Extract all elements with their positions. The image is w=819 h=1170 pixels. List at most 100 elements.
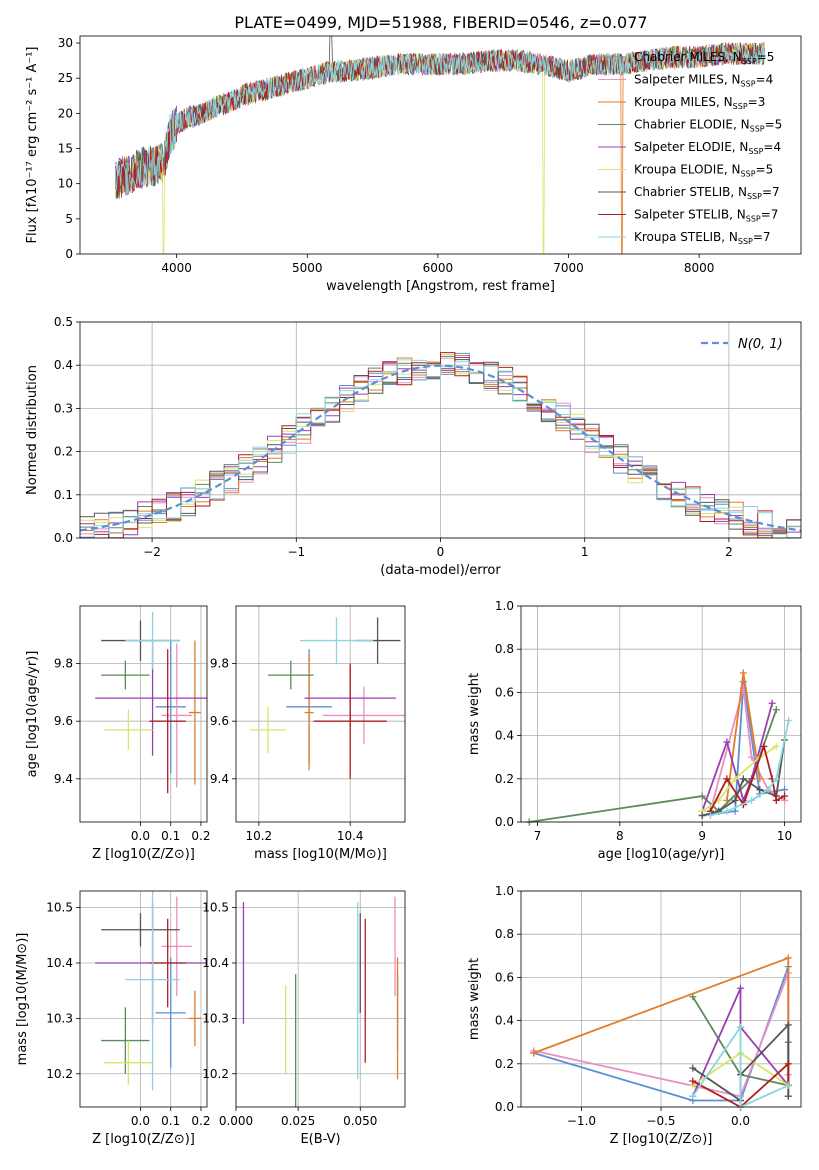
weight-series-salpeter-elodie: [691, 987, 789, 1097]
x-tick-label: 1: [581, 545, 589, 559]
y-tick-label: 0.2: [495, 1057, 514, 1071]
y-tick-label: 10.2: [46, 1067, 73, 1081]
legend-entry: Salpeter STELIB, NSSP=7: [634, 208, 778, 224]
spectrum-series-salpeter-stelib: [114, 42, 765, 199]
y-tick-label: 10.4: [202, 956, 229, 970]
y-tick-label: 10.4: [46, 956, 73, 970]
z-vs-mass-y-axis-label: mass [log10(M/M⊙)]: [15, 933, 30, 1066]
legend-entry: Kroupa ELODIE, NSSP=5: [634, 163, 773, 179]
x-tick-label: 4000: [161, 261, 192, 275]
x-tick-label: −2: [143, 545, 161, 559]
y-tick-label: 0.6: [495, 970, 514, 984]
spectrum-y-axis-label: Flux [fλ10⁻¹⁷ erg cm⁻² s⁻¹ A⁻¹]: [25, 47, 40, 244]
age-vs-weight-frame: [520, 605, 802, 823]
y-tick-label: 0.2: [54, 445, 73, 459]
x-tick-label: 8: [616, 829, 624, 843]
x-tick-label: 10.2: [245, 829, 272, 843]
x-tick-label: −0.5: [646, 1114, 675, 1128]
age-vs-weight-axes: 7 8 9 10 0.0 0.2 0.4 0.6 0.8 1.0 age [log10(age/yr…: [467, 599, 802, 862]
y-tick-label: 1.0: [495, 884, 514, 898]
y-tick-label: 10: [58, 177, 73, 191]
z-vs-weight-axes: −1.0 −0.5 0.0 0.0 0.2 0.4 0.6 0.8 1.0 Z [log10(Z/…: [467, 884, 802, 1147]
y-tick-label: 0.5: [54, 315, 73, 329]
residuals-frame: [79, 321, 802, 539]
x-tick-label: 0.050: [343, 1114, 377, 1128]
ebv-vs-mass-frame: [235, 890, 406, 1108]
y-tick-label: 0.0: [495, 815, 514, 829]
x-tick-label: 7000: [553, 261, 584, 275]
x-tick-label: 9: [698, 829, 706, 843]
spectrum-frame: [79, 35, 802, 255]
y-tick-label: 9.8: [210, 657, 229, 671]
y-tick-label: 10.5: [46, 901, 73, 915]
legend-entry: Salpeter ELODIE, NSSP=4: [634, 140, 781, 156]
z-vs-age-frame: [79, 605, 208, 823]
y-tick-label: 0.8: [495, 927, 514, 941]
y-tick-label: 10.5: [202, 901, 229, 915]
y-tick-label: 1.0: [495, 599, 514, 613]
z-vs-age-axes: 0.0 0.1 0.2 9.4 9.6 9.8 Z [log10(Z/Z⊙)] age [lo…: [25, 605, 210, 862]
spectrum-x-axis-label: wavelength [Angstrom, rest frame]: [326, 279, 555, 294]
z-vs-age-y-axis-label: age [log10(age/yr)]: [25, 651, 40, 778]
residuals-axes: −2 −1 0 1 2 0.0 0.1 0.2 0.3 0.4 0.5 (data-model)/er…: [25, 315, 802, 578]
z-vs-mass-frame: [79, 890, 208, 1108]
legend-entry: Chabrier STELIB, NSSP=7: [634, 185, 780, 201]
y-tick-label: 0.3: [54, 401, 73, 415]
y-tick-label: 30: [58, 36, 73, 50]
x-tick-label: 0.0: [731, 1114, 750, 1128]
age-vs-weight-x-axis-label: age [log10(age/yr)]: [598, 847, 725, 862]
x-tick-label: 0.2: [191, 1114, 210, 1128]
y-tick-label: 10.3: [202, 1011, 229, 1025]
mass-vs-age-axes: 10.2 10.4 9.4 9.6 9.8 mass [log10(M/M⊙)]: [210, 605, 406, 862]
y-tick-label: 0.4: [495, 1014, 514, 1028]
mass-vs-age-frame: [235, 605, 406, 823]
age-vs-weight-y-axis-label: mass weight: [467, 673, 482, 755]
legend-entry: Chabrier MILES, NSSP=5: [634, 50, 774, 66]
y-tick-label: 0.2: [495, 772, 514, 786]
y-tick-label: 0.6: [495, 685, 514, 699]
x-tick-label: 0.0: [131, 829, 150, 843]
y-tick-label: 25: [58, 71, 73, 85]
y-tick-label: 0: [65, 247, 73, 261]
figure-title: PLATE=0499, MJD=51988, FIBERID=0546, z=0…: [234, 13, 647, 32]
y-tick-label: 10.3: [46, 1011, 73, 1025]
spectrum-series-kroupa-stelib: [114, 42, 765, 196]
y-tick-label: 9.4: [54, 772, 73, 786]
ebv-vs-mass-axes: 0.000 0.025 0.050 10.2 10.3 10.4 10.5 E(B-V): [202, 890, 406, 1147]
z-vs-age-x-axis-label: Z [log10(Z/Z⊙)]: [92, 847, 195, 862]
x-tick-label: 0.000: [219, 1114, 253, 1128]
weight-series-salpeter-stelib: [692, 1061, 790, 1107]
x-tick-label: 8000: [684, 261, 715, 275]
z-vs-mass-axes: 0.0 0.1 0.2 10.2 10.3 10.4 10.5 Z [log10(Z/Z⊙)]…: [15, 890, 210, 1147]
legend-entry: Kroupa STELIB, NSSP=7: [634, 230, 771, 246]
x-tick-label: 10.4: [337, 829, 364, 843]
histogram-salpeter-stelib: [80, 352, 801, 538]
y-tick-label: 0.0: [54, 531, 73, 545]
y-tick-label: 0.0: [495, 1100, 514, 1114]
legend-entry: Kroupa MILES, NSSP=3: [634, 95, 765, 111]
residuals-x-axis-label: (data-model)/error: [380, 563, 501, 578]
y-tick-label: 5: [65, 212, 73, 226]
x-tick-label: 6000: [423, 261, 454, 275]
x-tick-label: 0.2: [191, 829, 210, 843]
z-vs-weight-frame: [520, 890, 802, 1108]
z-vs-weight-y-axis-label: mass weight: [467, 958, 482, 1040]
y-tick-label: 10.2: [202, 1067, 229, 1081]
z-vs-weight-x-axis-label: Z [log10(Z/Z⊙)]: [610, 1132, 713, 1147]
x-tick-label: −1: [287, 545, 305, 559]
y-tick-label: 9.4: [210, 772, 229, 786]
x-tick-label: 5000: [292, 261, 323, 275]
residuals-y-axis-label: Normed distribution: [25, 365, 40, 495]
y-tick-label: 0.8: [495, 642, 514, 656]
histogram-kroupa-stelib: [80, 359, 801, 538]
x-tick-label: 0.1: [161, 1114, 180, 1128]
x-tick-label: 0.025: [281, 1114, 315, 1128]
x-tick-label: 10: [777, 829, 792, 843]
spectrum-axes: 4000 5000 6000 7000 8000 0 5 10 15 20 25 30 waveleng…: [25, 35, 802, 294]
legend-entry: Chabrier ELODIE, NSSP=5: [634, 118, 782, 134]
x-tick-label: 7: [534, 829, 542, 843]
y-tick-label: 0.4: [495, 729, 514, 743]
y-tick-label: 0.1: [54, 488, 73, 502]
y-tick-label: 0.4: [54, 358, 73, 372]
x-tick-label: −1.0: [567, 1114, 596, 1128]
